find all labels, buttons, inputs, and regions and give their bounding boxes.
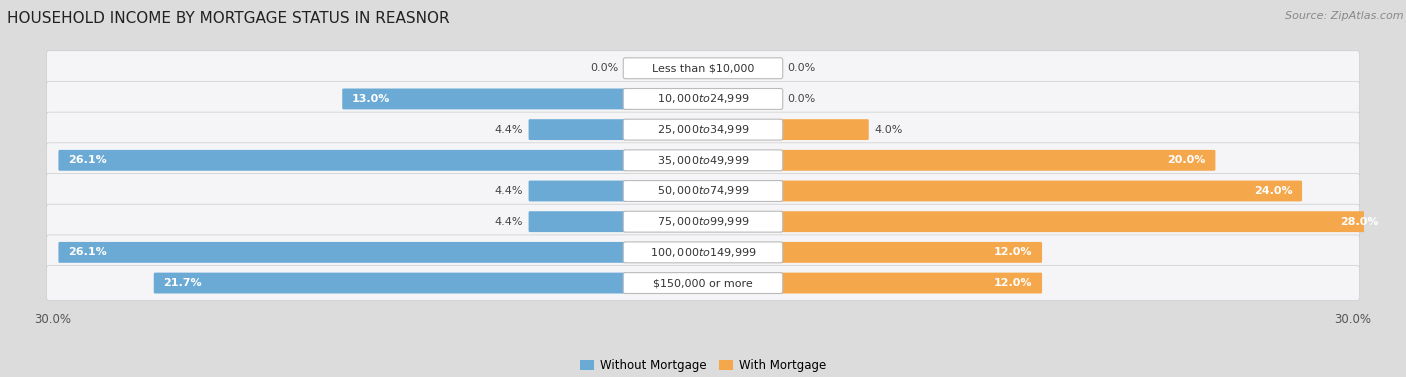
FancyBboxPatch shape bbox=[46, 81, 1360, 116]
Text: 26.1%: 26.1% bbox=[67, 247, 107, 257]
FancyBboxPatch shape bbox=[46, 265, 1360, 300]
Text: 4.4%: 4.4% bbox=[495, 125, 523, 135]
FancyBboxPatch shape bbox=[529, 119, 626, 140]
FancyBboxPatch shape bbox=[529, 181, 626, 201]
Text: 12.0%: 12.0% bbox=[994, 278, 1032, 288]
Text: $50,000 to $74,999: $50,000 to $74,999 bbox=[657, 184, 749, 198]
Text: 28.0%: 28.0% bbox=[1340, 217, 1379, 227]
Text: Source: ZipAtlas.com: Source: ZipAtlas.com bbox=[1285, 11, 1403, 21]
FancyBboxPatch shape bbox=[623, 242, 783, 263]
Text: 12.0%: 12.0% bbox=[994, 247, 1032, 257]
FancyBboxPatch shape bbox=[780, 273, 1042, 293]
FancyBboxPatch shape bbox=[342, 89, 626, 109]
Text: 0.0%: 0.0% bbox=[787, 94, 815, 104]
FancyBboxPatch shape bbox=[623, 273, 783, 293]
FancyBboxPatch shape bbox=[780, 150, 1215, 171]
Text: 4.4%: 4.4% bbox=[495, 186, 523, 196]
FancyBboxPatch shape bbox=[529, 211, 626, 232]
FancyBboxPatch shape bbox=[46, 51, 1360, 86]
FancyBboxPatch shape bbox=[623, 150, 783, 171]
Text: 24.0%: 24.0% bbox=[1254, 186, 1292, 196]
FancyBboxPatch shape bbox=[46, 112, 1360, 147]
FancyBboxPatch shape bbox=[59, 150, 626, 171]
FancyBboxPatch shape bbox=[153, 273, 626, 293]
FancyBboxPatch shape bbox=[623, 119, 783, 140]
Text: 4.0%: 4.0% bbox=[875, 125, 903, 135]
FancyBboxPatch shape bbox=[59, 242, 626, 263]
FancyBboxPatch shape bbox=[46, 143, 1360, 178]
FancyBboxPatch shape bbox=[46, 173, 1360, 208]
Text: $75,000 to $99,999: $75,000 to $99,999 bbox=[657, 215, 749, 228]
Text: $150,000 or more: $150,000 or more bbox=[654, 278, 752, 288]
Text: HOUSEHOLD INCOME BY MORTGAGE STATUS IN REASNOR: HOUSEHOLD INCOME BY MORTGAGE STATUS IN R… bbox=[7, 11, 450, 26]
Text: $100,000 to $149,999: $100,000 to $149,999 bbox=[650, 246, 756, 259]
FancyBboxPatch shape bbox=[780, 211, 1389, 232]
FancyBboxPatch shape bbox=[623, 58, 783, 79]
Text: $25,000 to $34,999: $25,000 to $34,999 bbox=[657, 123, 749, 136]
FancyBboxPatch shape bbox=[780, 242, 1042, 263]
Legend: Without Mortgage, With Mortgage: Without Mortgage, With Mortgage bbox=[575, 355, 831, 377]
Text: 13.0%: 13.0% bbox=[352, 94, 391, 104]
FancyBboxPatch shape bbox=[623, 211, 783, 232]
Text: 20.0%: 20.0% bbox=[1167, 155, 1206, 165]
Text: 0.0%: 0.0% bbox=[591, 63, 619, 73]
Text: 4.4%: 4.4% bbox=[495, 217, 523, 227]
FancyBboxPatch shape bbox=[780, 119, 869, 140]
FancyBboxPatch shape bbox=[623, 181, 783, 201]
FancyBboxPatch shape bbox=[46, 204, 1360, 239]
Text: 21.7%: 21.7% bbox=[163, 278, 202, 288]
Text: Less than $10,000: Less than $10,000 bbox=[652, 63, 754, 73]
Text: 26.1%: 26.1% bbox=[67, 155, 107, 165]
FancyBboxPatch shape bbox=[780, 181, 1302, 201]
Text: $35,000 to $49,999: $35,000 to $49,999 bbox=[657, 154, 749, 167]
FancyBboxPatch shape bbox=[46, 235, 1360, 270]
FancyBboxPatch shape bbox=[623, 89, 783, 109]
Text: $10,000 to $24,999: $10,000 to $24,999 bbox=[657, 92, 749, 106]
Text: 0.0%: 0.0% bbox=[787, 63, 815, 73]
